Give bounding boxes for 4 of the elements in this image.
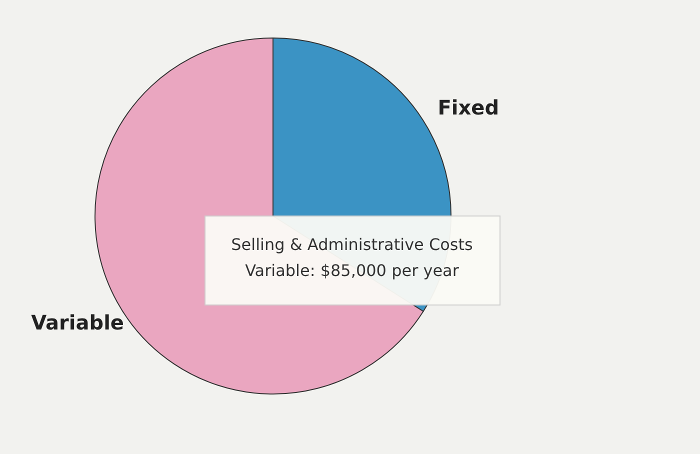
text: Variable: $85,000 per year bbox=[245, 261, 460, 280]
text: Selling & Administrative Costs bbox=[231, 235, 473, 254]
slice-label: Variable bbox=[31, 310, 124, 334]
slice-label: Fixed bbox=[438, 96, 500, 120]
